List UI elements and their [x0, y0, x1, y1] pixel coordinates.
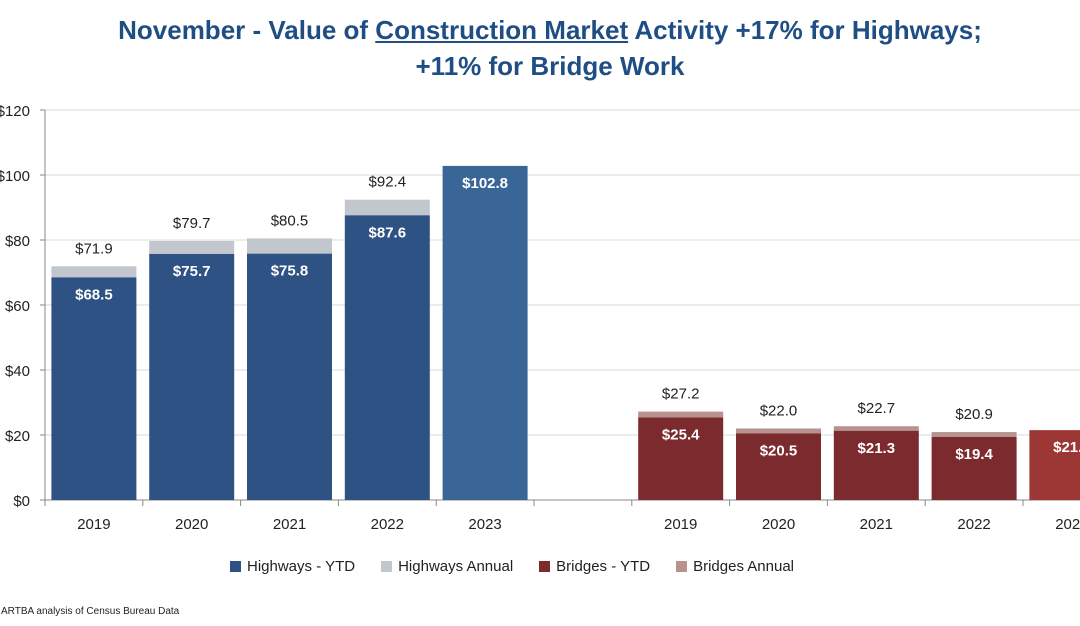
bridges-ytd-bar [1029, 430, 1080, 500]
ytd-data-label: $21.3 [858, 440, 896, 457]
ytd-data-label: $21.5 [1053, 439, 1080, 456]
highways-annual-bar [51, 266, 137, 278]
ytd-data-label: $19.4 [955, 446, 993, 463]
ytd-data-label: $68.5 [75, 286, 113, 303]
annual-data-label: $27.2 [662, 386, 700, 403]
legend-item: Highways Annual [381, 558, 513, 575]
ytd-data-label: $87.6 [369, 224, 407, 241]
bridges-ytd-bar [931, 436, 1017, 500]
highways-ytd-bar [344, 215, 430, 501]
annual-data-label: $22.0 [760, 403, 798, 420]
y-tick-label: $100 [0, 168, 30, 185]
x-tick-label: 2022 [957, 516, 990, 533]
highways-ytd-bar [442, 165, 528, 500]
bridges-annual-bar [736, 428, 821, 434]
y-tick-label: $120 [0, 103, 30, 120]
ytd-data-label: $102.8 [462, 175, 508, 192]
highways-ytd-bar [247, 253, 332, 500]
annual-data-label: $80.5 [271, 212, 309, 229]
annual-data-label: $71.9 [75, 240, 113, 257]
y-tick-label: $40 [5, 363, 30, 380]
bridges-annual-bar [931, 432, 1017, 437]
highways-annual-bar [344, 199, 430, 216]
source-note: : ARTBA analysis of Census Bureau Data [0, 606, 180, 617]
x-tick-label: 2021 [860, 516, 893, 533]
y-tick-label: $20 [5, 428, 30, 445]
ytd-data-label: $75.8 [271, 263, 309, 280]
legend-label: Highways - YTD [247, 558, 356, 575]
annual-data-label: $20.9 [955, 406, 993, 423]
highways-ytd-bar [51, 277, 137, 500]
legend-item: Bridges - YTD [539, 558, 650, 575]
bridges-annual-bar [833, 426, 919, 431]
bridges-ytd-bar [638, 417, 724, 500]
y-tick-label: $80 [5, 233, 30, 250]
y-tick-label: $0 [13, 493, 30, 510]
bridges-ytd-bar [736, 433, 821, 500]
x-tick-label: 2019 [77, 516, 110, 533]
bridges-annual-bar [638, 411, 724, 418]
highways-annual-bar [247, 238, 332, 254]
legend-swatch [230, 561, 241, 572]
title-text: November - Value of [118, 15, 376, 45]
x-tick-label: 2023 [1055, 516, 1080, 533]
bridges-ytd-bar [833, 430, 919, 500]
x-tick-label: 2021 [273, 516, 306, 533]
title-line2: +11% for Bridge Work [415, 51, 685, 81]
highways-ytd-bar [149, 253, 235, 500]
x-tick-label: 2022 [371, 516, 404, 533]
ytd-data-label: $25.4 [662, 426, 700, 443]
legend-swatch [676, 561, 688, 572]
ytd-data-label: $75.7 [173, 263, 211, 280]
legend-swatch [381, 561, 393, 572]
annual-data-label: $92.4 [369, 174, 407, 191]
annual-data-label: $79.7 [173, 215, 211, 232]
y-tick-label: $60 [5, 298, 30, 315]
legend-item: Bridges Annual [676, 558, 794, 575]
x-tick-label: 2020 [762, 516, 795, 533]
legend-label: Bridges Annual [693, 558, 794, 575]
chart-title: November - Value of Construction Market … [0, 12, 1080, 84]
legend: Highways - YTD Highways Annual Bridges -… [230, 558, 794, 575]
title-text: Activity +17% for Highways; [628, 15, 982, 45]
legend-swatch [539, 561, 551, 572]
legend-label: Highways Annual [398, 558, 514, 575]
x-tick-label: 2023 [468, 516, 501, 533]
title-underlined: Construction Market [375, 15, 629, 45]
annual-data-label: $22.7 [858, 400, 896, 417]
x-tick-label: 2019 [664, 516, 697, 533]
legend-label: Bridges - YTD [556, 558, 651, 575]
highways-annual-bar [149, 240, 235, 254]
ytd-data-label: $20.5 [760, 442, 798, 459]
x-tick-label: 2020 [175, 516, 208, 533]
legend-item: Highways - YTD [230, 558, 355, 575]
